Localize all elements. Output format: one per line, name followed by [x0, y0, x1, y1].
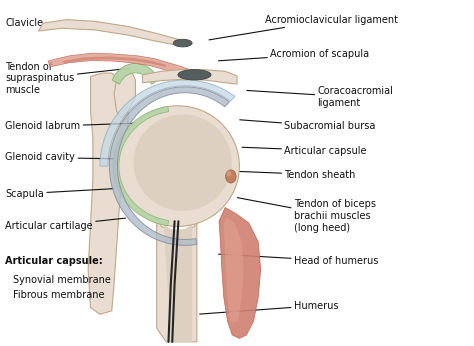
Ellipse shape	[178, 70, 211, 80]
Ellipse shape	[117, 106, 239, 226]
Text: Articular capsule: Articular capsule	[242, 146, 367, 156]
Ellipse shape	[173, 39, 192, 47]
Ellipse shape	[226, 170, 236, 183]
Text: Scapula: Scapula	[5, 189, 114, 199]
Text: Head of humerus: Head of humerus	[219, 254, 378, 266]
Text: Tendon of
supraspinatus
muscle: Tendon of supraspinatus muscle	[5, 62, 130, 95]
Text: Clavicle: Clavicle	[5, 18, 137, 33]
Polygon shape	[62, 56, 166, 67]
Ellipse shape	[227, 171, 231, 177]
Polygon shape	[112, 63, 158, 84]
Polygon shape	[109, 87, 229, 245]
Text: Subacromial bursa: Subacromial bursa	[240, 120, 375, 131]
Text: Acromioclavicular ligament: Acromioclavicular ligament	[209, 15, 398, 40]
Polygon shape	[38, 20, 182, 46]
Text: Fibrous membrane: Fibrous membrane	[12, 290, 104, 300]
Text: Humerus: Humerus	[200, 301, 338, 314]
Polygon shape	[88, 73, 128, 314]
Text: Glenoid labrum: Glenoid labrum	[5, 121, 137, 131]
Polygon shape	[113, 107, 169, 226]
Polygon shape	[114, 70, 136, 118]
Polygon shape	[143, 70, 237, 84]
Ellipse shape	[134, 115, 232, 211]
Polygon shape	[156, 218, 197, 342]
Polygon shape	[224, 218, 244, 323]
Polygon shape	[100, 80, 235, 166]
Text: Acromion of scapula: Acromion of scapula	[219, 49, 369, 61]
Text: Glenoid cavity: Glenoid cavity	[5, 153, 137, 163]
Polygon shape	[48, 53, 190, 75]
Text: Tendon sheath: Tendon sheath	[237, 170, 356, 180]
Text: Synovial membrane: Synovial membrane	[12, 275, 110, 285]
Text: Articular cartilage: Articular cartilage	[5, 218, 126, 231]
Polygon shape	[219, 208, 261, 338]
Text: Coracoacromial
ligament: Coracoacromial ligament	[247, 86, 393, 108]
Text: Articular capsule:: Articular capsule:	[5, 256, 103, 266]
Text: Tendon of biceps
brachii muscles
(long heed): Tendon of biceps brachii muscles (long h…	[237, 198, 376, 233]
Polygon shape	[164, 225, 192, 342]
